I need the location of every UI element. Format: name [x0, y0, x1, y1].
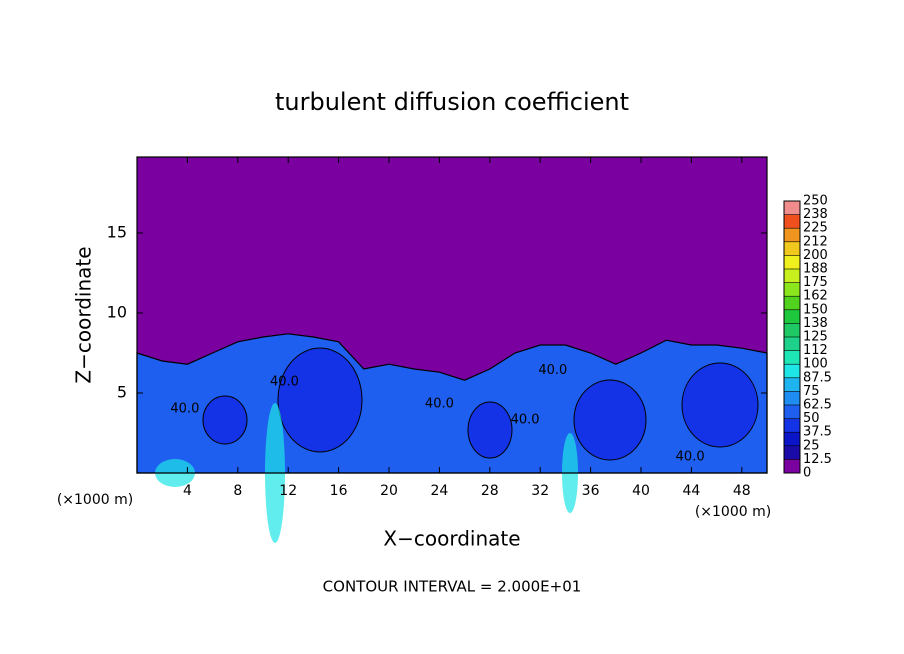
contour-label: 40.0	[270, 374, 299, 389]
colorbar-tick-label: 138	[803, 316, 828, 331]
x-tick-label: 16	[330, 483, 348, 499]
x-axis-label: X−coordinate	[383, 527, 520, 551]
eddy-core	[202, 395, 248, 445]
x-tick-label: 24	[430, 483, 448, 499]
colorbar-swatch	[784, 391, 800, 405]
x-unit-label: (×1000 m)	[695, 504, 771, 520]
x-tick-label: 48	[733, 483, 751, 499]
colorbar-tick-label: 50	[803, 411, 820, 426]
colorbar-swatch	[784, 377, 800, 392]
colorbar-swatch	[784, 269, 800, 283]
contour-label: 40.0	[511, 413, 540, 428]
colorbar-swatch	[784, 405, 800, 419]
x-tick-label: 36	[582, 483, 600, 499]
eddy-core	[277, 347, 363, 453]
colorbar-swatch	[784, 296, 800, 310]
colorbar-tick-label: 12.5	[803, 452, 832, 467]
colorbar-swatch	[784, 418, 800, 433]
colorbar-swatch	[784, 445, 800, 460]
colorbar-swatch	[784, 201, 800, 215]
x-tick-label: 12	[279, 483, 297, 499]
eddy-core	[467, 401, 513, 459]
eddy-core	[573, 379, 647, 461]
colorbar-tick-label: 75	[803, 384, 820, 399]
colorbar-swatch	[784, 241, 800, 256]
colorbar-tick-label: 125	[803, 330, 828, 345]
x-unit-label: (×1000 m)	[57, 492, 133, 508]
colorbar-tick-label: 212	[803, 234, 828, 249]
colorbar-swatch	[784, 432, 800, 446]
colorbar-tick-label: 87.5	[803, 370, 832, 385]
colorbar-swatch	[784, 350, 800, 365]
colorbar-swatch	[784, 309, 800, 324]
colorbar-tick-label: 0	[803, 466, 811, 481]
contour-label: 40.0	[170, 402, 199, 417]
colorbar-tick-label: 250	[803, 194, 828, 209]
colorbar-swatch	[784, 214, 800, 229]
x-tick-label: 40	[632, 483, 650, 499]
colorbar-tick-label: 200	[803, 248, 828, 263]
y-tick-label: 10	[107, 303, 127, 322]
colorbar-swatch	[784, 255, 800, 269]
y-axis-label: Z−coordinate	[72, 246, 96, 383]
x-tick-label: 4	[183, 483, 192, 499]
colorbar-swatch	[784, 228, 800, 242]
x-tick-label: 32	[531, 483, 549, 499]
colorbar-swatch	[784, 459, 800, 473]
contour-label: 40.0	[425, 397, 454, 412]
colorbar-tick-label: 175	[803, 275, 828, 290]
colorbar-swatch	[784, 337, 800, 351]
x-tick-label: 8	[233, 483, 242, 499]
colorbar-tick-label: 162	[803, 289, 828, 304]
chart-title: turbulent diffusion coefficient	[275, 88, 629, 116]
colorbar-tick-label: 112	[803, 343, 828, 358]
x-tick-label: 44	[682, 483, 700, 499]
colorbar-tick-label: 37.5	[803, 425, 832, 440]
x-tick-label: 28	[481, 483, 499, 499]
colorbar-swatch	[784, 323, 800, 337]
colorbar-tick-label: 188	[803, 262, 828, 277]
contour-label: 40.0	[676, 450, 705, 465]
colorbar-swatch	[784, 282, 800, 297]
contour-label: 40.0	[538, 363, 567, 378]
footer-note: CONTOUR INTERVAL = 2.000E+01	[323, 578, 582, 596]
eddy-core	[681, 362, 759, 448]
colorbar-tick-label: 150	[803, 302, 828, 317]
y-tick-label: 5	[117, 383, 127, 402]
colorbar-tick-label: 238	[803, 207, 828, 222]
y-tick-label: 15	[107, 223, 127, 242]
colorbar-swatch	[784, 364, 800, 378]
colorbar-tick-label: 225	[803, 221, 828, 236]
plot-frame	[136, 156, 768, 474]
colorbar-tick-label: 100	[803, 357, 828, 372]
colorbar-tick-label: 25	[803, 438, 820, 453]
colorbar-tick-label: 62.5	[803, 398, 832, 413]
x-tick-label: 20	[380, 483, 398, 499]
